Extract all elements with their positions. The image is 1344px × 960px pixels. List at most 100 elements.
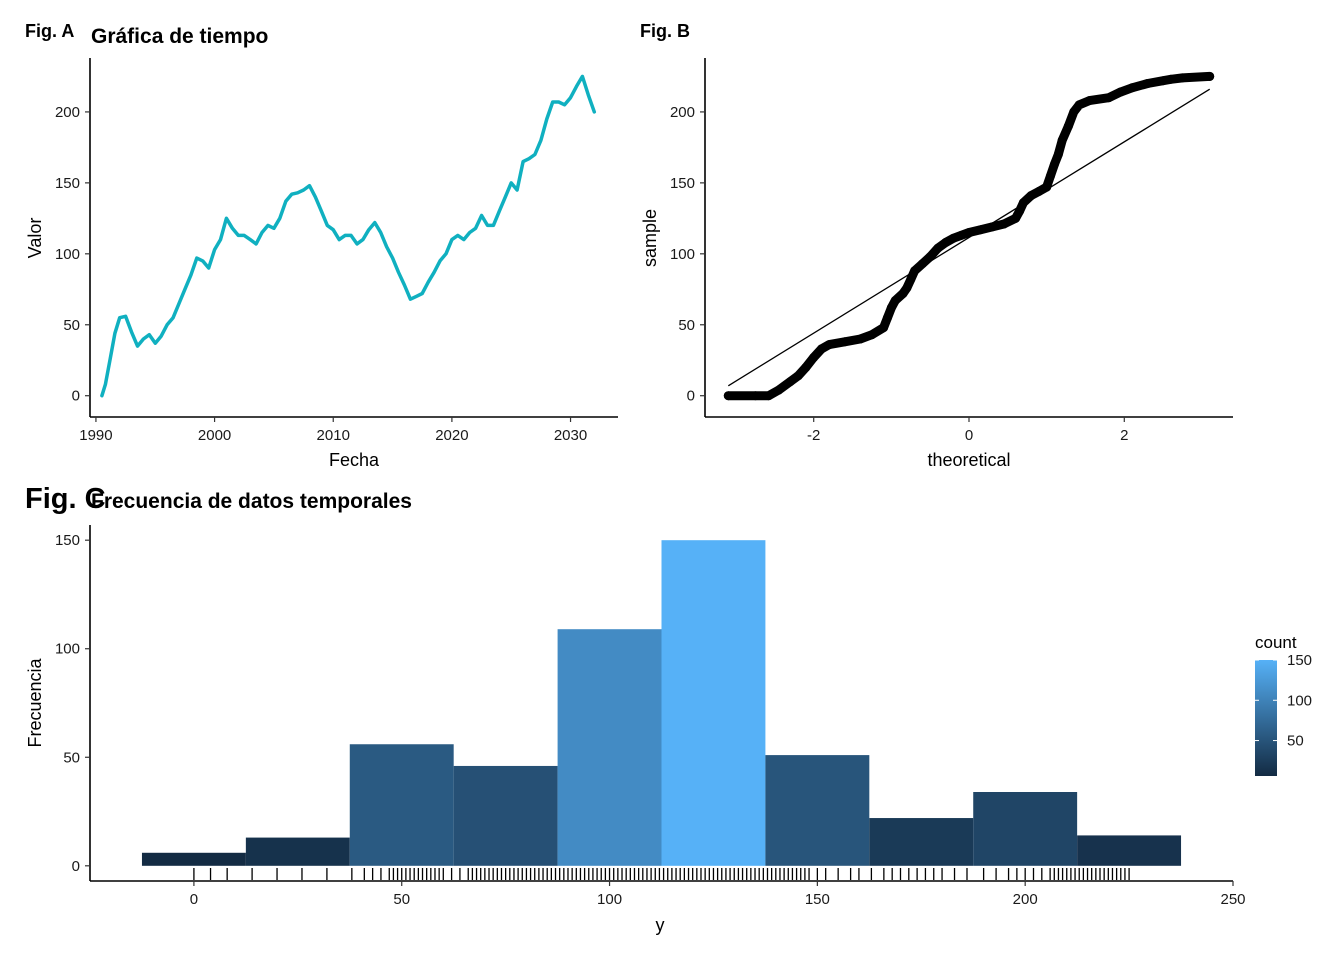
- qq-point: [1084, 96, 1094, 106]
- qq-point: [882, 313, 892, 323]
- qq-point: [809, 352, 819, 362]
- qq-point: [774, 385, 784, 395]
- qq-point: [1053, 149, 1063, 159]
- chart-a-y-axis-title: Valor: [25, 218, 45, 259]
- qq-point: [948, 233, 958, 243]
- qq-point: [785, 377, 795, 387]
- qq-point: [764, 391, 774, 401]
- b-x-tick-label: 0: [965, 427, 973, 444]
- chart-c-y-ticks: 0 50 100 150: [55, 532, 90, 875]
- qq-point: [1166, 74, 1176, 84]
- chart-c-plot-area: [141, 540, 1182, 866]
- chart-c-title: Frecuencia de datos temporales: [91, 490, 412, 513]
- fig-a-tag: Fig. A: [25, 21, 74, 41]
- histogram-bar: [765, 755, 870, 866]
- qq-point: [964, 228, 974, 238]
- c-x-tick-label: 200: [1013, 891, 1038, 908]
- histogram-bar: [141, 852, 246, 866]
- qq-point: [941, 237, 951, 247]
- qq-point: [1063, 121, 1073, 131]
- chart-a-plot-area: [100, 74, 597, 398]
- qq-point: [801, 362, 811, 372]
- chart-a-x-ticks: 1990 2000 2010 2020 2030: [79, 417, 587, 444]
- qq-point: [1046, 171, 1056, 181]
- a-x-tick-label: 1990: [79, 427, 112, 444]
- qq-point: [879, 323, 889, 333]
- legend-colorbar: [1255, 660, 1277, 776]
- chart-c-panel: 0 50 100 150 200 250 0 50 100 150 y Frecuencia c…: [25, 525, 1312, 935]
- histogram-bar: [661, 540, 766, 866]
- fig-c-tag: Fig. C: [25, 483, 106, 515]
- qq-point: [840, 337, 850, 347]
- qq-point: [793, 371, 803, 381]
- chart-b-panel: -2 0 2 0 50 100 150 200 theoretical sample: [640, 58, 1233, 470]
- qq-point: [1057, 135, 1067, 145]
- chart-b-x-ticks: -2 0 2: [807, 417, 1128, 444]
- chart-c-legend: count 150 100 50: [1255, 633, 1312, 776]
- qq-point: [1104, 93, 1114, 103]
- qq-point: [855, 334, 865, 344]
- qq-point: [902, 283, 912, 293]
- qq-reference-line: [727, 88, 1211, 387]
- chart-a-y-ticks: 0 50 100 150 200: [55, 104, 90, 405]
- a-y-tick-label: 50: [63, 317, 80, 334]
- qq-point: [890, 296, 900, 306]
- c-x-tick-label: 0: [190, 891, 198, 908]
- qq-point: [1014, 206, 1024, 216]
- chart-c-x-axis-title: y: [656, 915, 665, 935]
- histogram-bar: [557, 629, 662, 866]
- chart-a-title: Gráfica de tiempo: [91, 25, 268, 48]
- legend-ticks: 150 100 50: [1255, 652, 1312, 750]
- a-x-tick-label: 2000: [198, 427, 231, 444]
- b-y-tick-label: 50: [678, 317, 695, 334]
- a-y-tick-label: 100: [55, 246, 80, 263]
- qq-point: [1011, 213, 1021, 223]
- b-y-tick-label: 200: [670, 104, 695, 121]
- qq-point: [933, 243, 943, 253]
- a-x-tick-label: 2020: [435, 427, 468, 444]
- qq-point: [925, 252, 935, 262]
- a-x-tick-label: 2010: [317, 427, 350, 444]
- qq-point: [1069, 107, 1079, 117]
- a-x-tick-label: 2030: [554, 427, 587, 444]
- histogram-bar: [973, 792, 1078, 866]
- a-y-tick-label: 150: [55, 175, 80, 192]
- chart-c-rug: [193, 868, 1130, 880]
- qq-point: [824, 340, 834, 350]
- legend-label: 50: [1287, 733, 1304, 750]
- legend-title: count: [1255, 633, 1297, 652]
- legend-label: 100: [1287, 692, 1312, 709]
- b-y-tick-label: 150: [670, 175, 695, 192]
- histogram-bar: [1077, 835, 1182, 866]
- qq-point: [1178, 73, 1188, 83]
- chart-b-plot-area: [723, 71, 1215, 401]
- b-y-tick-label: 100: [670, 246, 695, 263]
- qq-point: [1115, 87, 1125, 97]
- fig-b-tag: Fig. B: [640, 21, 690, 41]
- b-x-tick-label: 2: [1120, 427, 1128, 444]
- qq-point: [1127, 83, 1137, 93]
- qq-point: [917, 259, 927, 269]
- a-y-tick-label: 200: [55, 104, 80, 121]
- chart-c-y-axis-title: Frecuencia: [25, 657, 45, 747]
- qq-point: [867, 330, 877, 340]
- chart-b-x-axis-title: theoretical: [927, 450, 1010, 470]
- qq-point: [906, 274, 916, 284]
- b-y-tick-label: 0: [687, 388, 695, 405]
- c-y-tick-label: 0: [72, 858, 80, 875]
- chart-a-x-axis-title: Fecha: [329, 450, 380, 470]
- chart-c-x-ticks: 0 50 100 150 200 250: [190, 881, 1246, 908]
- chart-b-y-ticks: 0 50 100 150 200: [670, 104, 705, 405]
- qq-point: [1074, 100, 1084, 110]
- time-series-line: [100, 74, 597, 398]
- qq-point: [1158, 76, 1168, 86]
- c-x-tick-label: 250: [1220, 891, 1245, 908]
- qq-point: [750, 391, 760, 401]
- c-x-tick-label: 100: [597, 891, 622, 908]
- qq-point: [999, 219, 1009, 229]
- c-y-tick-label: 100: [55, 641, 80, 658]
- histogram-bar: [453, 765, 558, 866]
- qq-point: [1143, 79, 1153, 89]
